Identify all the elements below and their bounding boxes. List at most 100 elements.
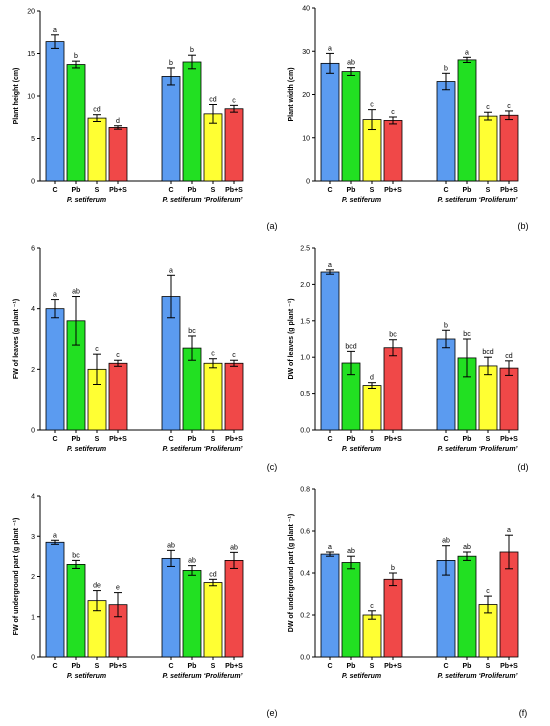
significance-letter: b xyxy=(190,47,194,54)
bar xyxy=(182,570,202,658)
group-label: P. setiferum ‘Proliferum’ xyxy=(162,197,243,204)
x-tick-label: Pb xyxy=(347,187,356,194)
significance-letter: c xyxy=(507,103,511,110)
group-label: P. setiferum xyxy=(67,197,106,204)
significance-letter: c xyxy=(370,102,374,109)
y-tick-label: 0.0 xyxy=(300,428,310,435)
y-tick-label: 0.4 xyxy=(300,571,310,578)
significance-letter: a xyxy=(328,262,332,269)
bar xyxy=(499,114,519,182)
y-axis-label: DW of leaves (g plant ⁻¹) xyxy=(288,298,295,379)
x-tick-label: C xyxy=(52,187,57,194)
significance-letter: cd xyxy=(505,353,513,360)
y-tick-label: 4 xyxy=(31,306,35,313)
y-tick-label: 1 xyxy=(31,614,35,621)
significance-letter: bc xyxy=(389,332,397,339)
group-label: P. setiferum ‘Proliferum’ xyxy=(162,446,243,453)
x-tick-label: Pb+S xyxy=(500,663,518,670)
x-tick-label: S xyxy=(95,436,100,443)
significance-letter: a xyxy=(507,527,511,534)
x-tick-label: Pb+S xyxy=(384,663,402,670)
y-tick-label: 0 xyxy=(31,179,35,186)
x-tick-label: C xyxy=(443,663,448,670)
significance-letter: d xyxy=(370,375,374,382)
y-tick-label: 20 xyxy=(27,9,35,16)
x-tick-label: C xyxy=(327,436,332,443)
x-tick-label: Pb+S xyxy=(109,187,127,194)
y-tick-label: 20 xyxy=(302,92,310,99)
group-label: P. setiferum ‘Proliferum’ xyxy=(437,197,518,204)
x-tick-label: S xyxy=(95,663,100,670)
group-label: P. setiferum xyxy=(342,673,381,680)
significance-letter: cd xyxy=(93,107,101,114)
significance-letter: c xyxy=(232,97,236,104)
x-tick-label: C xyxy=(327,663,332,670)
x-tick-label: C xyxy=(443,187,448,194)
x-tick-label: Pb xyxy=(347,663,356,670)
bar xyxy=(320,271,340,431)
bar xyxy=(362,385,382,431)
bar xyxy=(203,582,223,658)
group-label: P. setiferum ‘Proliferum’ xyxy=(437,673,518,680)
y-tick-label: 6 xyxy=(31,246,35,253)
significance-letter: ab xyxy=(442,538,450,545)
y-tick-label: 0.6 xyxy=(300,529,310,536)
y-tick-label: 0 xyxy=(306,179,310,186)
significance-letter: bc xyxy=(463,331,471,338)
significance-letter: d xyxy=(116,118,120,125)
x-tick-label: Pb+S xyxy=(109,436,127,443)
significance-letter: bcd xyxy=(345,343,356,350)
y-tick-label: 4 xyxy=(31,494,35,501)
significance-letter: ab xyxy=(167,542,175,549)
bar xyxy=(45,308,65,431)
y-tick-label: 0.5 xyxy=(300,391,310,398)
bar xyxy=(161,76,181,182)
significance-letter: ab xyxy=(463,544,471,551)
bar xyxy=(383,578,403,658)
significance-letter: ab xyxy=(347,548,355,555)
y-axis-label: FW of leaves (g plant ⁻¹) xyxy=(13,299,20,379)
significance-letter: bc xyxy=(72,552,80,559)
significance-letter: ab xyxy=(230,544,238,551)
significance-letter: c xyxy=(116,352,120,359)
x-tick-label: C xyxy=(52,436,57,443)
bar xyxy=(320,62,340,182)
significance-letter: a xyxy=(328,45,332,52)
significance-letter: b xyxy=(444,322,448,329)
significance-letter: c xyxy=(95,346,99,353)
bar xyxy=(203,362,223,431)
x-tick-label: Pb xyxy=(463,436,472,443)
y-tick-label: 1.0 xyxy=(300,355,310,362)
x-tick-label: C xyxy=(52,663,57,670)
panel-label: (f) xyxy=(519,708,528,718)
bar xyxy=(182,61,202,182)
y-tick-label: 2 xyxy=(31,367,35,374)
y-tick-label: 30 xyxy=(302,49,310,56)
significance-letter: de xyxy=(93,583,101,590)
x-tick-label: Pb xyxy=(72,663,81,670)
x-tick-label: S xyxy=(370,436,375,443)
y-tick-label: 10 xyxy=(302,135,310,142)
bar xyxy=(478,115,498,182)
significance-letter: b xyxy=(74,53,78,60)
significance-letter: bc xyxy=(188,328,196,335)
bar xyxy=(499,367,519,431)
y-axis-label: FW of underground part (g plant ⁻¹) xyxy=(13,518,20,636)
x-tick-label: Pb+S xyxy=(384,436,402,443)
x-tick-label: S xyxy=(211,187,216,194)
y-tick-label: 0.2 xyxy=(300,613,310,620)
x-tick-label: Pb+S xyxy=(225,663,243,670)
panel-label: (b) xyxy=(518,221,529,231)
significance-letter: c xyxy=(211,351,215,358)
y-tick-label: 0.0 xyxy=(300,655,310,662)
x-tick-label: Pb xyxy=(72,436,81,443)
y-tick-label: 10 xyxy=(27,94,35,101)
x-tick-label: C xyxy=(168,663,173,670)
significance-letter: b xyxy=(391,565,395,572)
x-tick-label: S xyxy=(370,187,375,194)
significance-letter: c xyxy=(391,109,395,116)
x-tick-label: S xyxy=(486,663,491,670)
x-tick-label: C xyxy=(327,187,332,194)
bar xyxy=(108,127,128,182)
